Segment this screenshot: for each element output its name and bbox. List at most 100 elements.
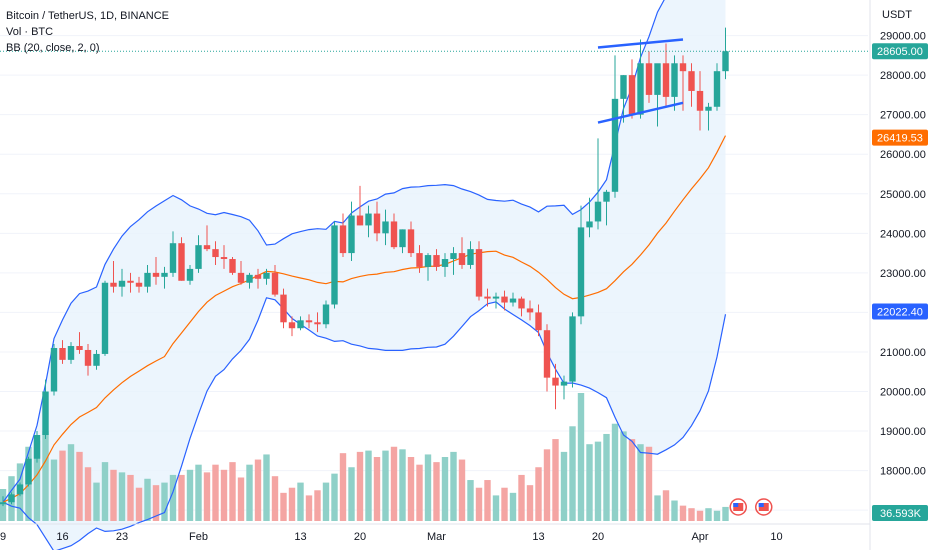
candle-body	[0, 502, 7, 505]
candle-body	[628, 75, 636, 115]
candle-body	[169, 243, 177, 273]
candle-body	[501, 296, 508, 303]
volume-bar	[671, 500, 678, 521]
price-tick-label: 23000.00	[880, 268, 926, 280]
volume-bar	[526, 485, 534, 521]
volume-bar	[305, 495, 313, 521]
candle	[195, 235, 202, 273]
candle-body	[390, 221, 398, 248]
candle	[280, 288, 287, 329]
candle-body	[110, 282, 117, 287]
volume-bar	[467, 480, 474, 521]
volume-bar	[348, 467, 355, 521]
candle-body	[152, 272, 160, 277]
volume-bar	[195, 464, 202, 521]
candle-body	[220, 257, 228, 260]
volume-bar	[246, 464, 253, 521]
candle	[271, 264, 279, 297]
candle-body	[203, 245, 211, 250]
price-tag-bg	[872, 303, 928, 320]
volume-bar	[67, 444, 75, 521]
candle-body	[356, 215, 364, 226]
candle	[356, 185, 364, 226]
candle-body	[569, 316, 576, 382]
candle-body	[382, 221, 389, 234]
candle-body	[535, 312, 542, 331]
currency-label: USDT	[882, 9, 912, 21]
candle-body	[662, 63, 670, 97]
time-tick-label: 9	[0, 531, 6, 543]
candle	[671, 55, 678, 111]
volume-bar	[705, 508, 712, 521]
candle-body	[339, 225, 347, 254]
bollinger-legend: BB (20, close, 2, 0)	[6, 42, 100, 54]
us-flag-event-icon	[729, 498, 747, 516]
price-axis-panel	[870, 0, 932, 550]
candle	[645, 51, 653, 103]
price-tag: 28605.00	[872, 43, 928, 60]
volume-bar	[586, 444, 593, 521]
price-tick-label: 26000.00	[880, 149, 926, 161]
candle-body	[212, 249, 219, 258]
volume-bar	[365, 450, 372, 521]
candle-body	[688, 71, 695, 91]
candle	[84, 344, 92, 376]
candle	[382, 209, 389, 246]
candle	[662, 43, 670, 107]
candle-body	[586, 221, 593, 228]
volume-bar	[169, 474, 177, 521]
candle	[543, 324, 551, 392]
candle-body	[458, 253, 466, 265]
volume-bar	[84, 467, 92, 521]
candle	[560, 375, 568, 400]
candle-body	[679, 63, 687, 72]
candle-body	[178, 243, 185, 281]
candle	[637, 39, 644, 119]
candle	[365, 205, 372, 238]
volume-bar	[127, 474, 134, 521]
volume-bar	[662, 490, 670, 521]
candle	[535, 304, 542, 337]
candle	[416, 245, 423, 273]
price-tick-label: 18000.00	[880, 466, 926, 478]
candle	[212, 241, 219, 265]
volume-bar	[569, 426, 576, 521]
candle	[433, 249, 440, 271]
time-tick-label: 16	[56, 531, 68, 543]
volume-bar	[33, 440, 41, 521]
time-tick-label: 10	[770, 531, 782, 543]
candle	[331, 221, 338, 309]
volume-bar	[458, 459, 466, 521]
volume-bar	[424, 454, 432, 521]
candle	[50, 344, 58, 396]
candle-body	[280, 294, 287, 323]
candle	[484, 288, 491, 307]
candle	[611, 55, 619, 198]
volume-bar	[628, 439, 636, 521]
candle	[577, 205, 585, 325]
volume-bar	[237, 477, 245, 521]
candle	[42, 379, 49, 439]
candle-body	[254, 274, 262, 279]
candle-body	[484, 296, 491, 299]
volume-bar	[399, 449, 406, 521]
volume-bar	[722, 506, 729, 521]
candle	[246, 272, 253, 289]
flag-canton	[758, 503, 764, 507]
candle	[501, 290, 508, 311]
candle	[118, 268, 126, 297]
volume-legend: Vol · BTC	[6, 26, 54, 38]
candle-body	[76, 346, 83, 350]
candle	[322, 300, 330, 329]
candle	[8, 492, 15, 505]
candle-body	[135, 282, 143, 287]
candle-body	[331, 225, 338, 305]
candle	[722, 27, 729, 80]
candle	[33, 431, 41, 463]
volume-bar	[152, 485, 160, 521]
candle-body	[450, 253, 457, 260]
volume-bar	[713, 510, 721, 521]
volume-bar	[254, 459, 262, 521]
candle-body	[433, 255, 440, 267]
